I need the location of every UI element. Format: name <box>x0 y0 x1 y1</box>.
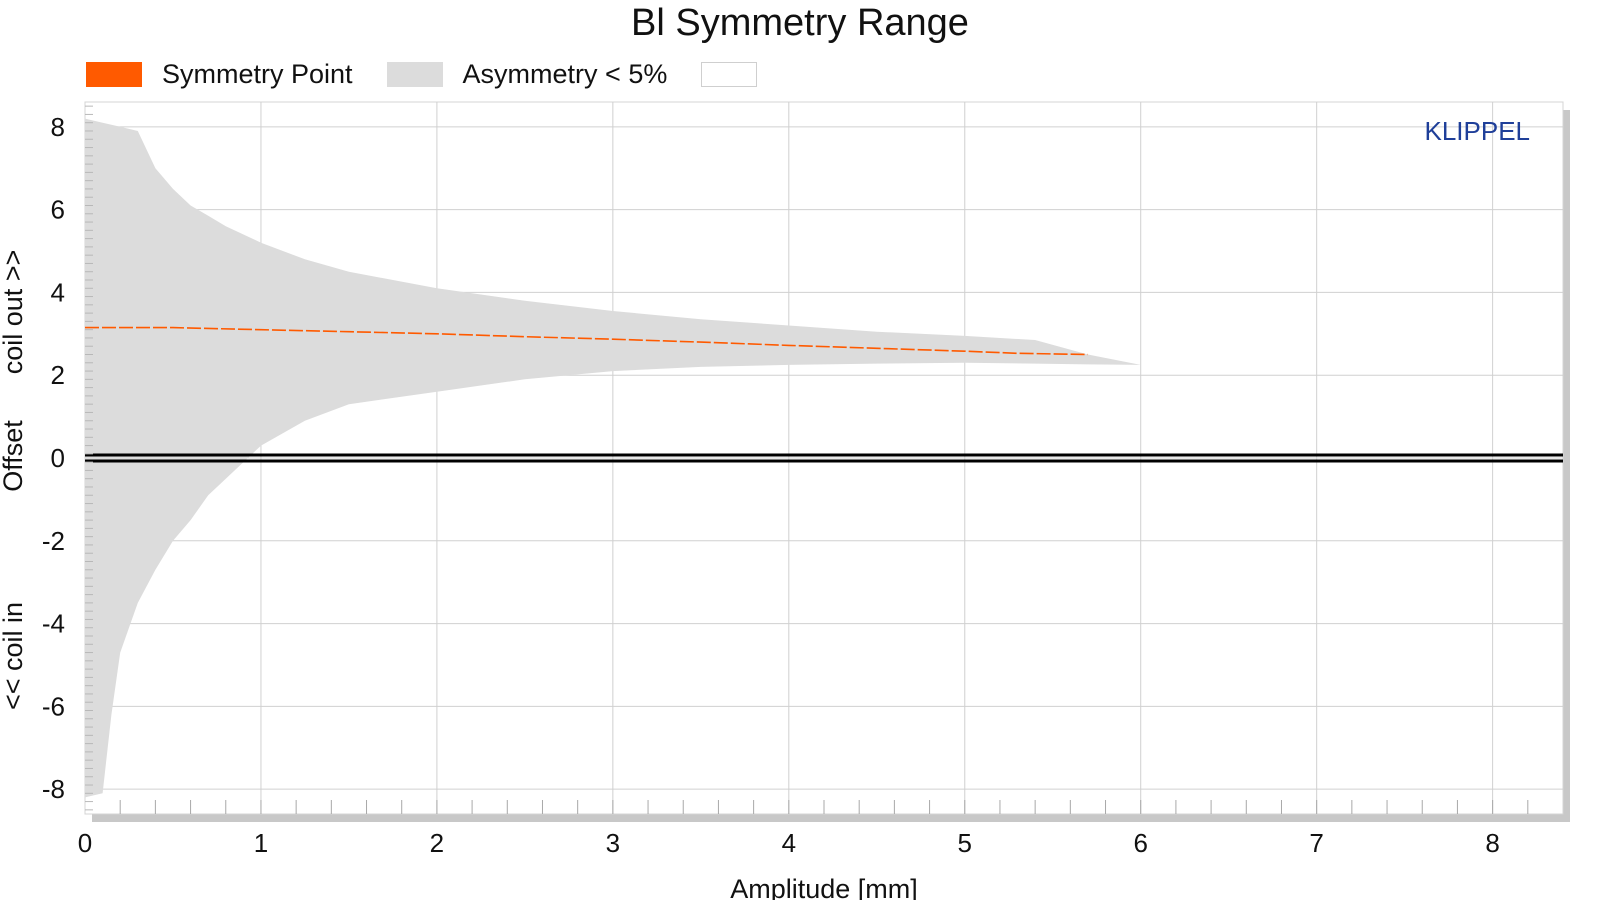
asymmetry-band-group <box>85 118 1141 798</box>
legend: Symmetry Point Asymmetry < 5% <box>86 58 791 90</box>
y-axis-label-coil-out: coil out >> <box>0 250 28 375</box>
zero-line-group <box>85 453 1563 463</box>
legend-swatch-asymmetry <box>386 61 443 87</box>
x-tick-label-0: 0 <box>78 828 92 858</box>
x-axis-label: Amplitude [mm] <box>730 874 918 900</box>
y-tick-label-6: 4 <box>51 277 65 307</box>
y-tick-label-1: -6 <box>42 691 65 721</box>
y-tick-label-7: 6 <box>51 195 65 225</box>
x-tick-label-8: 8 <box>1485 828 1499 858</box>
legend-swatch-empty <box>701 61 758 87</box>
legend-item-symmetry-point: Symmetry Point <box>86 59 353 90</box>
x-tick-label-5: 5 <box>958 828 972 858</box>
legend-label-asymmetry: Asymmetry < 5% <box>462 58 668 89</box>
legend-item-asymmetry: Asymmetry < 5% <box>386 58 668 90</box>
klippel-watermark: KLIPPEL <box>1424 116 1530 146</box>
y-tick-label-2: -4 <box>42 609 65 639</box>
symmetry-point-group <box>85 326 1088 356</box>
y-tick-label-0: -8 <box>42 774 65 804</box>
x-tick-label-2: 2 <box>430 828 444 858</box>
y-axis-label-coil-in: << coil in <box>0 602 28 710</box>
asymmetry-band <box>85 118 1141 798</box>
x-tick-labels: 0 1 2 3 4 5 6 7 8 <box>78 828 1500 858</box>
x-tick-label-7: 7 <box>1309 828 1323 858</box>
legend-label-symmetry-point: Symmetry Point <box>162 58 353 89</box>
y-tick-label-4: 0 <box>51 443 65 473</box>
x-tick-label-6: 6 <box>1133 828 1147 858</box>
y-axis-label: << coil in Offset coil out >> <box>0 250 28 710</box>
y-tick-label-5: 2 <box>51 360 65 390</box>
x-tick-label-1: 1 <box>254 828 268 858</box>
legend-swatch-symmetry-point <box>86 61 142 87</box>
legend-item-empty <box>701 61 758 87</box>
y-tick-label-3: -2 <box>42 526 65 556</box>
y-axis-label-offset: Offset <box>0 420 28 492</box>
chart-title: Bl Symmetry Range <box>631 2 969 44</box>
symmetry-point-line <box>85 326 1088 356</box>
x-tick-label-3: 3 <box>606 828 620 858</box>
y-tick-label-8: 8 <box>51 112 65 142</box>
x-tick-label-4: 4 <box>782 828 796 858</box>
y-tick-labels: -8 -6 -4 -2 0 2 4 6 8 <box>42 112 65 804</box>
tick-marks <box>85 105 1529 814</box>
